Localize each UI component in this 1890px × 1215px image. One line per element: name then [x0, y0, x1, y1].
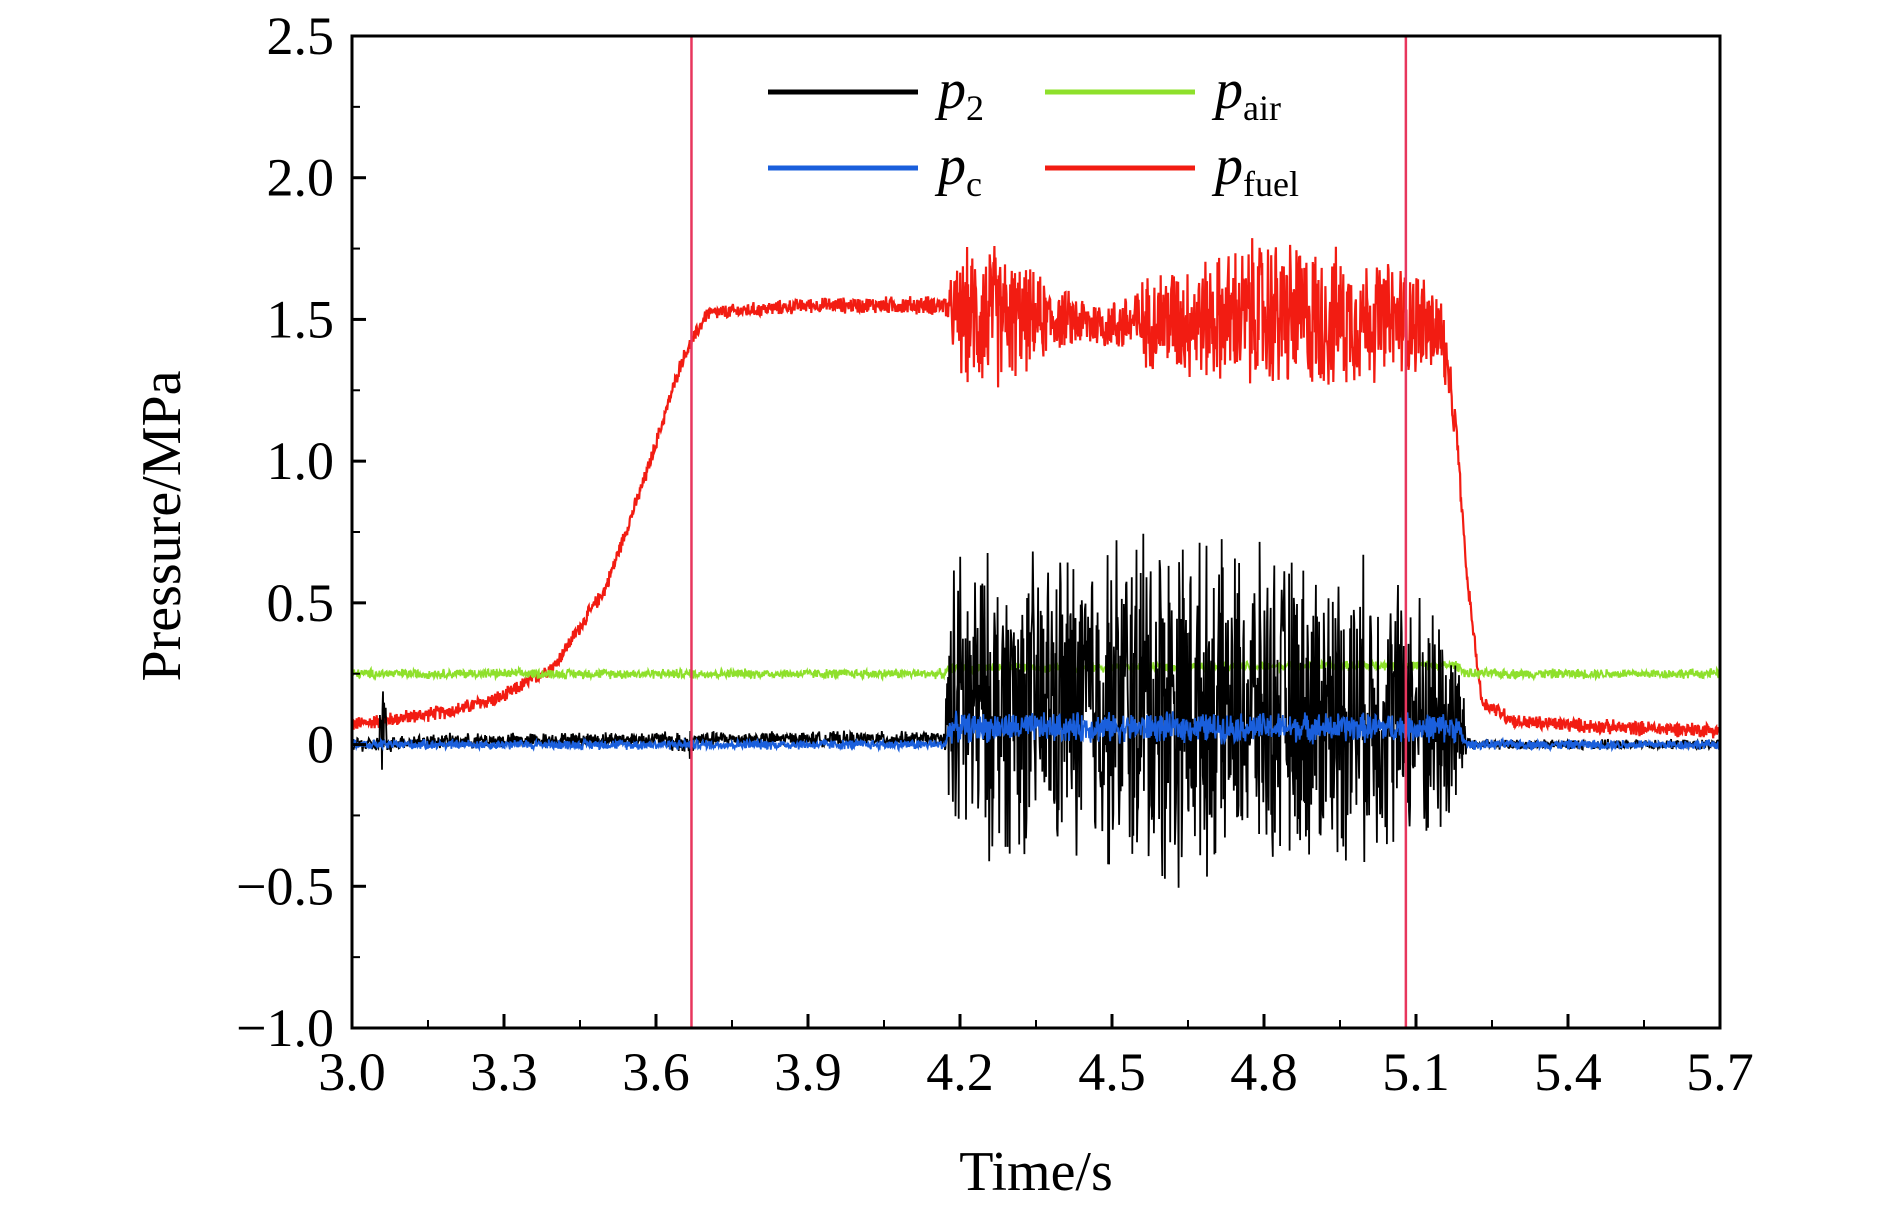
y-tick-label: −0.5: [236, 856, 334, 916]
x-tick-label: 3.6: [622, 1042, 690, 1102]
x-tick-label: 5.7: [1686, 1042, 1754, 1102]
y-tick-label: 1.0: [267, 431, 335, 491]
vertical-marker-layer: [690, 36, 1408, 1028]
x-axis: 3.0 3.3 3.6 3.9 4.2 4.5 4.8 5.1 5.4 5.7: [318, 1014, 1754, 1102]
x-tick-label: 3.9: [774, 1042, 842, 1102]
series-line-p-2: [351, 533, 1721, 888]
x-tick-label: 4.8: [1230, 1042, 1298, 1102]
y-tick-label: 2.5: [267, 6, 335, 66]
y-tick-label: 2.0: [267, 148, 335, 208]
legend: p2 pair pc pfuel: [768, 59, 1299, 204]
legend-label-p-c: pc: [934, 135, 982, 204]
y-tick-label: 1.5: [267, 289, 335, 349]
x-axis-title: Time/s: [959, 1141, 1113, 1203]
y-axis-title: Pressure/MPa: [131, 370, 193, 681]
legend-label-p-air: pair: [1211, 59, 1281, 128]
y-tick-label: −1.0: [236, 998, 334, 1058]
x-tick-label: 5.1: [1382, 1042, 1450, 1102]
y-tick-label: 0: [307, 715, 334, 775]
y-axis: −1.0 −0.5 0 0.5 1.0 1.5 2.0 2.5: [236, 6, 366, 1058]
legend-label-p-fuel: pfuel: [1211, 135, 1299, 204]
series-line-p-fuel: [351, 238, 1722, 739]
x-tick-label: 4.5: [1078, 1042, 1146, 1102]
plot-frame: [350, 34, 1722, 1030]
legend-label-p-2: p2: [934, 59, 984, 128]
x-tick-label: 4.2: [926, 1042, 994, 1102]
x-tick-label: 3.0: [318, 1042, 386, 1102]
series-layer: [351, 238, 1722, 888]
y-tick-label: 0.5: [267, 573, 335, 633]
x-tick-label: 3.3: [470, 1042, 538, 1102]
series-line-p-c: [351, 710, 1721, 753]
x-tick-label: 5.4: [1534, 1042, 1602, 1102]
